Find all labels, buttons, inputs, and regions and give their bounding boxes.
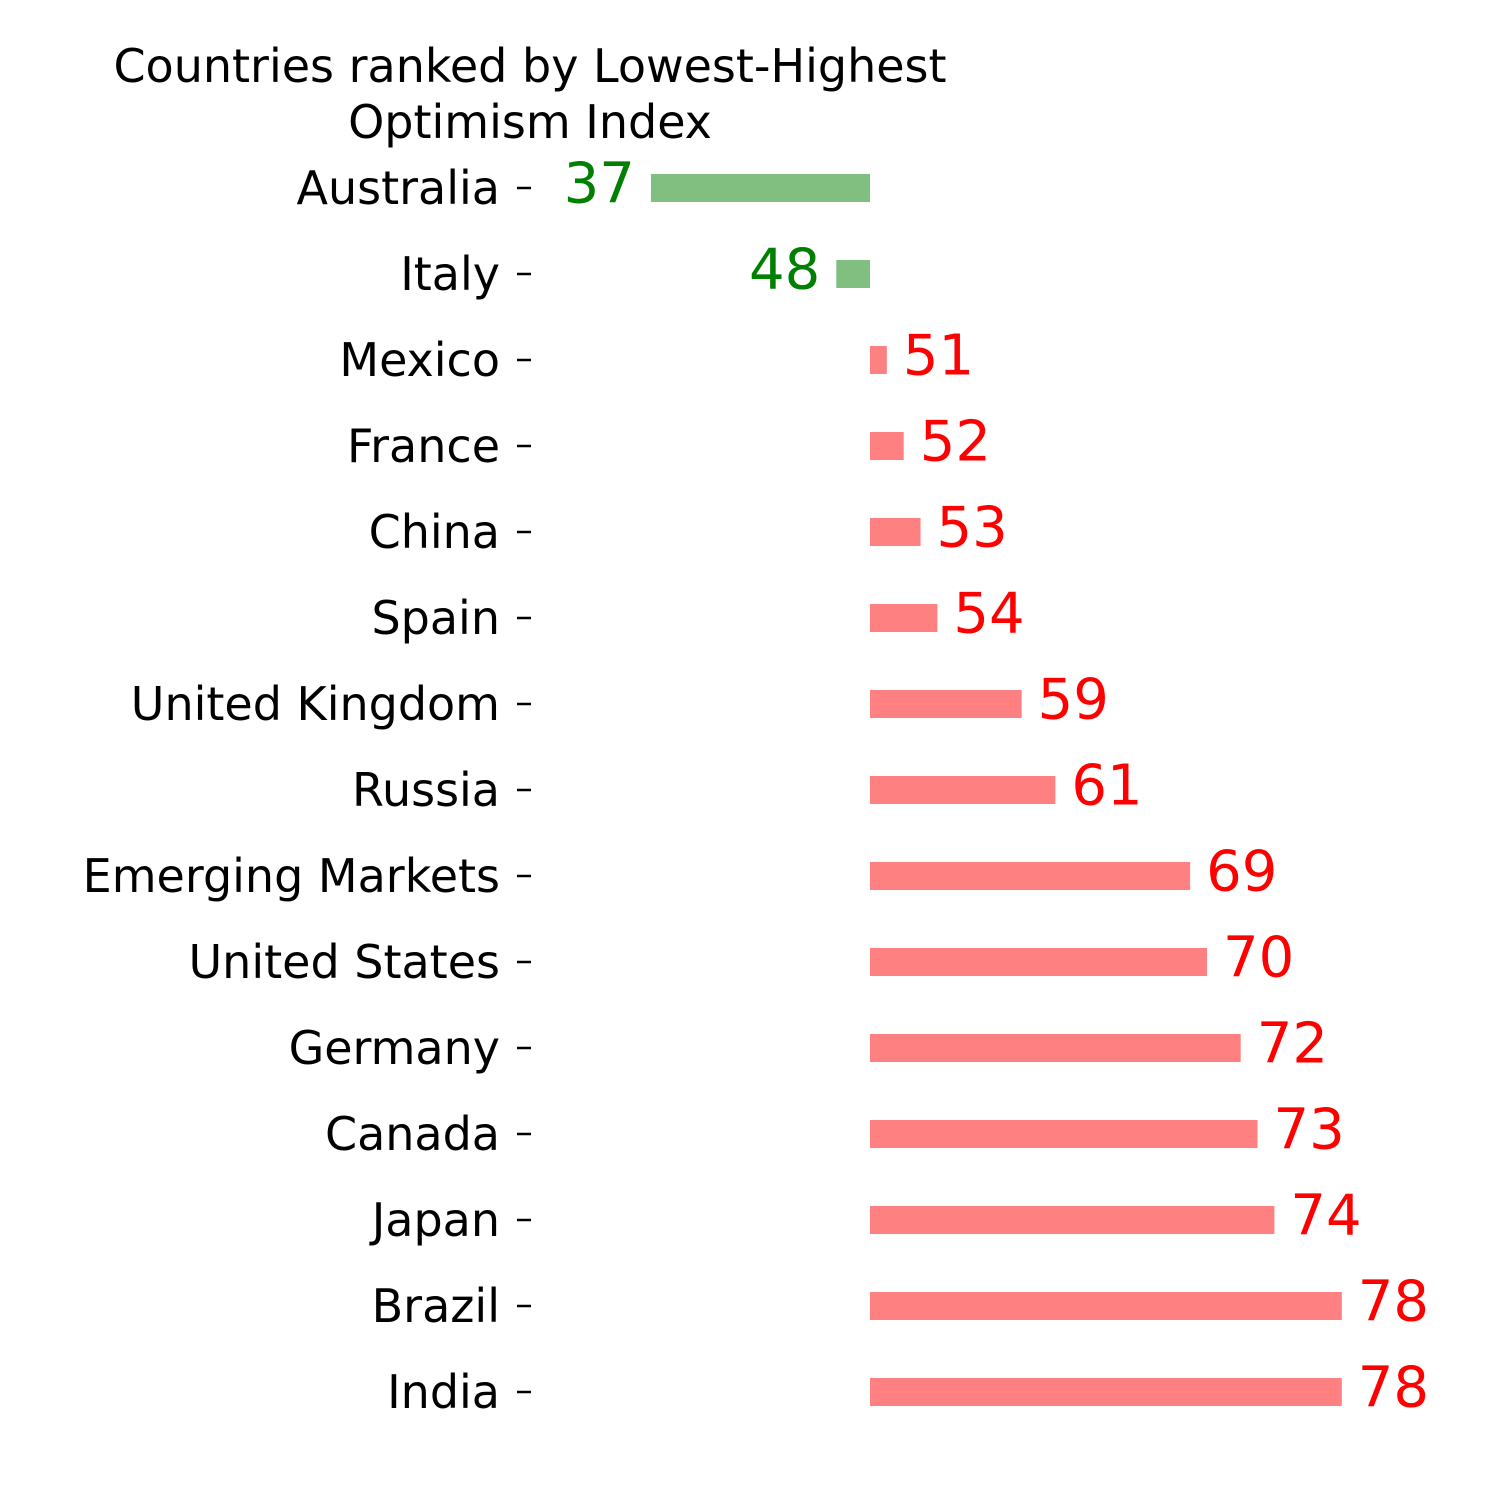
bar-united-kingdom: [870, 690, 1022, 718]
bar-united-states: [870, 948, 1207, 976]
data-label-united-states: 70: [1223, 926, 1294, 991]
data-label-emerging-markets: 69: [1206, 840, 1277, 905]
bar-france: [870, 432, 904, 460]
y-axis: Australia Italy Mexico France China Spain Unit…: [83, 161, 531, 1419]
data-label-japan: 74: [1290, 1184, 1361, 1249]
y-tick-label-spain: Spain: [371, 591, 500, 645]
chart-title: Countries ranked by Lowest-Highest Optim…: [113, 39, 947, 149]
bar-canada: [870, 1120, 1258, 1148]
data-label-australia: 37: [564, 152, 635, 217]
data-label-germany: 72: [1257, 1012, 1328, 1077]
data-label-mexico: 51: [903, 324, 974, 389]
data-label-italy: 48: [749, 238, 820, 303]
bar-italy: [836, 260, 870, 288]
y-tick-label-emerging-markets: Emerging Markets: [83, 849, 500, 903]
y-tick-label-india: India: [387, 1365, 500, 1419]
data-label-brazil: 78: [1358, 1270, 1429, 1335]
y-tick-label-mexico: Mexico: [339, 333, 500, 387]
bar-russia: [870, 776, 1056, 804]
data-label-russia: 61: [1071, 754, 1142, 819]
bar-germany: [870, 1034, 1241, 1062]
y-tick-label-canada: Canada: [325, 1107, 500, 1161]
data-label-canada: 73: [1274, 1098, 1345, 1163]
y-tick-label-china: China: [369, 505, 500, 559]
y-tick-label-russia: Russia: [352, 763, 500, 817]
bar-india: [870, 1378, 1342, 1406]
data-label-france: 52: [920, 410, 991, 475]
bar-spain: [870, 604, 938, 632]
bars: [650, 174, 1342, 1406]
bar-china: [870, 518, 921, 546]
data-label-india: 78: [1358, 1356, 1429, 1421]
y-tick-label-brazil: Brazil: [372, 1279, 500, 1333]
y-tick-label-united-states: United States: [189, 935, 501, 989]
data-label-spain: 54: [953, 582, 1024, 647]
y-tick-label-france: France: [347, 419, 500, 473]
y-tick-label-australia: Australia: [297, 161, 500, 215]
y-tick-label-germany: Germany: [289, 1021, 500, 1075]
bar-japan: [870, 1206, 1275, 1234]
data-label-united-kingdom: 59: [1038, 668, 1109, 733]
bar-mexico: [870, 346, 887, 374]
y-tick-label-italy: Italy: [400, 247, 500, 301]
bar-brazil: [870, 1292, 1342, 1320]
bar-emerging-markets: [870, 862, 1191, 890]
data-label-china: 53: [937, 496, 1008, 561]
y-tick-label-japan: Japan: [369, 1193, 500, 1247]
bar-australia: [650, 174, 870, 202]
y-tick-label-united-kingdom: United Kingdom: [131, 677, 500, 731]
